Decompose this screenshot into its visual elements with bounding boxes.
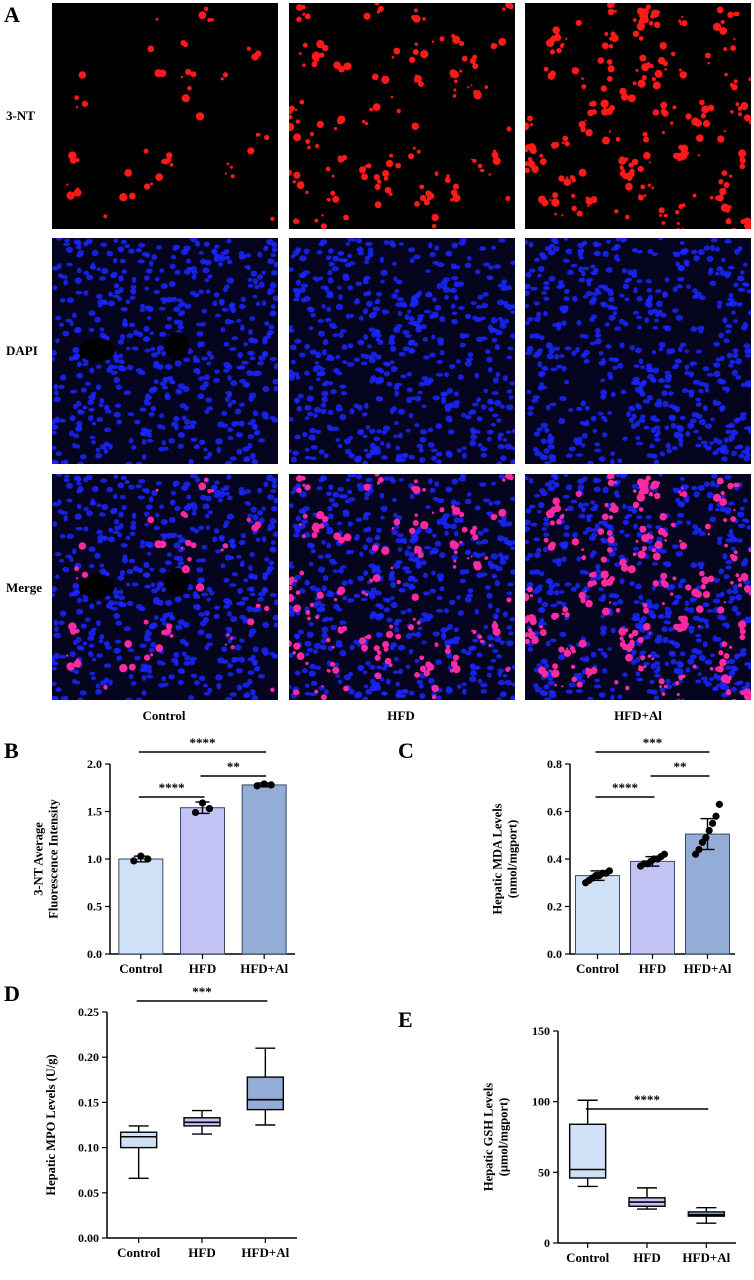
chart-b-xtick-label-control: Control (119, 961, 162, 976)
micrograph-merge-hfd (289, 474, 515, 700)
chart-e-ytick-label: 0 (544, 1236, 550, 1250)
chart-c-point-hfd (661, 851, 668, 858)
micrograph-3nt-control (52, 3, 278, 229)
chart-b-ylabel-line-2: Fluorescence Intensity (47, 798, 61, 918)
chart-d-ytick-label: 0.20 (78, 1050, 99, 1064)
chart-b-point-hfdal (268, 781, 275, 788)
chart-b-point-control (144, 855, 151, 862)
chart-c-point-hfdal (716, 801, 723, 808)
chart-d-xtick-label-hfdal: HFD+Al (241, 1245, 289, 1260)
row-label-dapi: DAPI (6, 343, 46, 359)
chart-e-xtick-label-hfdal: HFD+Al (682, 1250, 730, 1265)
chart-b-point-control (137, 853, 144, 860)
chart-b-sig-label-2: **** (190, 735, 216, 750)
chart-d: 0.00 0.05 0.10 0.15 0.20 0.25 Control HFD HFD+Al… (0, 980, 377, 1275)
chart-d-box-hfdal (247, 1077, 283, 1110)
chart-c-xtick-label-control: Control (576, 961, 619, 976)
micrograph-dapi-hfdal (525, 238, 751, 464)
chart-e: 0 50 100 150 Control HFD HFD+Al **** Hepatic GSH… (377, 1005, 754, 1275)
chart-b-bar-control (119, 859, 163, 954)
micrograph-merge-hfdal (525, 474, 751, 700)
chart-d-svg: 0.00 0.05 0.10 0.15 0.20 0.25 Control HFD HFD+Al… (0, 980, 377, 1275)
chart-c-xtick-label-hfd: HFD (639, 961, 666, 976)
chart-b-bar-hfd (181, 808, 225, 954)
chart-e-ylabel-line-1: Hepatic GSH Levels (482, 1083, 496, 1191)
chart-d-ytick-label: 0.10 (78, 1141, 99, 1155)
chart-d-ytick-label: 0.25 (78, 1005, 99, 1019)
chart-b-sig-label-1: ** (227, 759, 240, 774)
chart-b-ytick-label: 0.5 (87, 900, 102, 914)
chart-c-point-control (606, 867, 613, 874)
chart-c-ytick-label: 0.0 (547, 947, 562, 961)
chart-b-point-hfd (199, 799, 206, 806)
column-label-control: Control (104, 708, 224, 724)
chart-b-sig-label-0: **** (159, 780, 185, 795)
chart-c-point-hfdal (709, 820, 716, 827)
chart-d-xtick-label-control: Control (117, 1245, 160, 1260)
chart-c-xtick-label-hfdal: HFD+Al (684, 961, 732, 976)
chart-d-sig-label-0: *** (192, 984, 212, 999)
chart-c-ytick-label: 0.6 (547, 805, 562, 819)
chart-e-svg: 0 50 100 150 Control HFD HFD+Al **** Hepatic GSH… (377, 1005, 754, 1275)
row-label-3nt: 3-NT (6, 108, 46, 124)
chart-e-ytick-label: 100 (532, 1095, 550, 1109)
chart-d-ytick-label: 0.00 (78, 1231, 99, 1245)
chart-c-sig-label-0: **** (612, 780, 638, 795)
chart-b-ytick-label: 1.5 (87, 805, 102, 819)
chart-c-point-hfdal (695, 846, 702, 853)
panel-label-a: A (4, 2, 20, 28)
chart-d-ylabel-line-1: Hepatic MPO Levels (U/g) (44, 1054, 58, 1195)
chart-d-ytick-label: 0.05 (78, 1186, 99, 1200)
chart-c-bar-hfdal (686, 834, 730, 954)
chart-d-ytick-label: 0.15 (78, 1095, 99, 1109)
chart-b-bar-hfdal (242, 785, 286, 954)
chart-c-ylabel-line-1: Hepatic MDA Levels (491, 803, 505, 914)
micrograph-dapi-control (52, 238, 278, 464)
chart-c-point-hfdal (712, 813, 719, 820)
micrograph-3nt-hfdal (525, 3, 751, 229)
chart-b-point-hfdal (254, 782, 261, 789)
chart-c-sig-label-1: ** (674, 759, 687, 774)
column-label-hfd: HFD (341, 708, 461, 724)
chart-c-ytick-label: 0.2 (547, 900, 562, 914)
chart-c-ytick-label: 0.8 (547, 757, 562, 771)
chart-c-ylabel-line-2: (nmol/mgport) (506, 820, 520, 898)
chart-e-xtick-label-hfd: HFD (633, 1250, 660, 1265)
micrograph-3nt-hfd (289, 3, 515, 229)
chart-b-ytick-label: 1.0 (87, 852, 102, 866)
column-label-hfdal: HFD+Al (578, 708, 698, 724)
chart-b-point-hfd (192, 809, 199, 816)
chart-c-bar-hfd (631, 861, 675, 954)
chart-e-xtick-label-control: Control (566, 1250, 609, 1265)
micrograph-merge-control (52, 474, 278, 700)
chart-c-sig-label-2: *** (643, 735, 663, 750)
chart-e-sig-label-0: **** (634, 1092, 660, 1107)
chart-c-ytick-label: 0.4 (547, 852, 562, 866)
chart-b-xtick-label-hfd: HFD (189, 961, 216, 976)
micrograph-dapi-hfd (289, 238, 515, 464)
chart-e-ytick-label: 150 (532, 1024, 550, 1038)
row-label-merge: Merge (6, 580, 46, 596)
chart-c-point-hfdal (706, 827, 713, 834)
chart-b-point-hfd (206, 805, 213, 812)
chart-b-xtick-label-hfdal: HFD+Al (240, 961, 288, 976)
chart-c-bar-control (576, 876, 620, 954)
chart-b-point-hfdal (261, 780, 268, 787)
chart-e-ylabel-line-2: (μmol/mgport) (497, 1098, 511, 1177)
chart-b-ylabel-line-1: 3-NT Average (32, 822, 46, 896)
chart-d-xtick-label-hfd: HFD (188, 1245, 215, 1260)
chart-b-ytick-label: 2.0 (87, 757, 102, 771)
chart-e-ytick-label: 50 (538, 1165, 550, 1179)
chart-c-point-hfdal (702, 834, 709, 841)
chart-b-point-control (130, 857, 137, 864)
chart-b-ytick-label: 0.0 (87, 947, 102, 961)
chart-d-box-control (121, 1132, 157, 1147)
